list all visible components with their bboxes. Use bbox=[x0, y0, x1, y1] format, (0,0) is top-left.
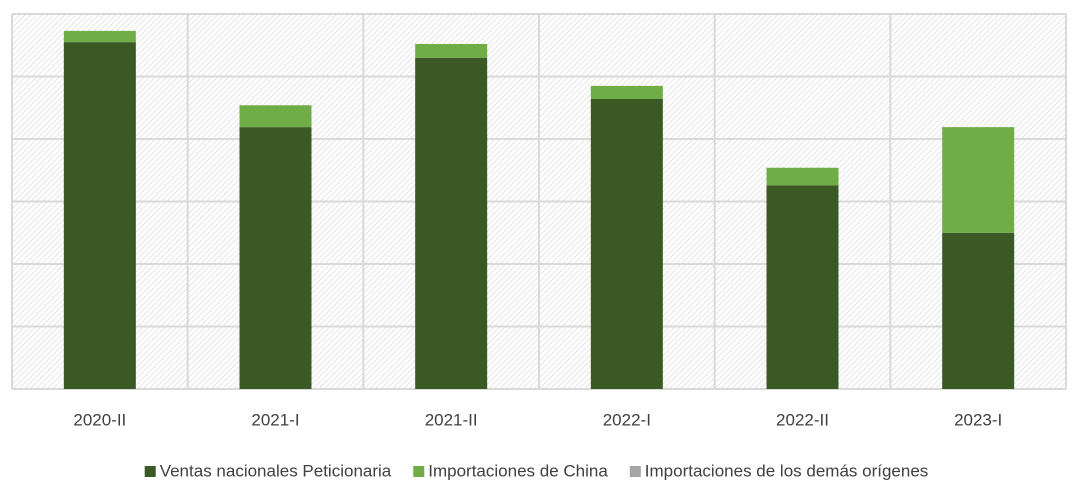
bar-segment bbox=[415, 44, 488, 58]
bar-segment bbox=[942, 232, 1015, 389]
bar-segment bbox=[415, 57, 488, 389]
bar-segment bbox=[590, 99, 663, 389]
legend-swatch bbox=[629, 466, 641, 477]
bar-segment bbox=[239, 105, 312, 128]
x-tick-label: 2021-I bbox=[251, 410, 299, 429]
x-tick-label: 2023-I bbox=[954, 410, 1002, 429]
legend-swatch bbox=[413, 466, 425, 477]
x-tick-label: 2020-II bbox=[73, 410, 126, 429]
legend-label: Ventas nacionales Peticionaria bbox=[160, 461, 392, 480]
bar-segment bbox=[766, 185, 839, 389]
x-tick-label: 2022-I bbox=[603, 410, 651, 429]
x-tick-label: 2021-II bbox=[425, 410, 478, 429]
bar-segment bbox=[63, 42, 136, 389]
legend-swatch bbox=[144, 466, 156, 477]
bar-segment bbox=[766, 167, 839, 186]
bar-segment bbox=[590, 85, 663, 99]
x-tick-label: 2022-II bbox=[776, 410, 829, 429]
bar-segment bbox=[239, 127, 312, 389]
bar-segment bbox=[63, 30, 136, 43]
legend-label: Importaciones de China bbox=[428, 461, 608, 480]
legend-label: Importaciones de los demás orígenes bbox=[645, 461, 929, 480]
bar-segment bbox=[942, 127, 1015, 233]
